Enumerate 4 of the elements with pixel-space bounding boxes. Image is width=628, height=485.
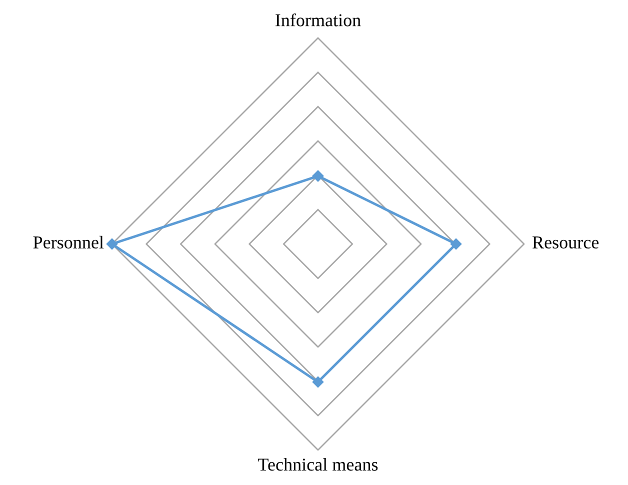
spoke-label: Personnel — [33, 236, 104, 249]
spoke-label: Resource — [532, 236, 599, 249]
spoke-label: Information — [276, 13, 361, 26]
spoke-label: Technical means — [258, 458, 378, 471]
